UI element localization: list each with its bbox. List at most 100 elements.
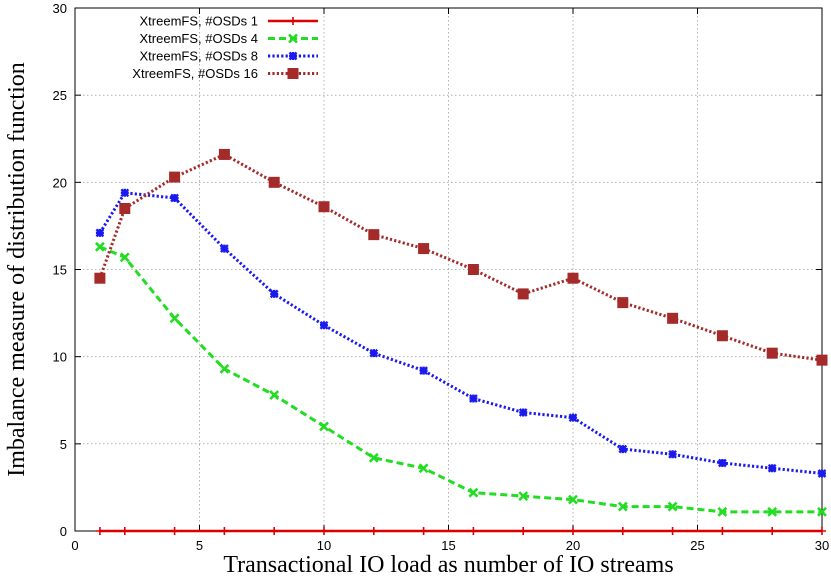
data-point <box>119 202 131 214</box>
x-tick-label: 30 <box>815 538 829 553</box>
series-line <box>99 245 822 514</box>
data-point <box>467 264 479 275</box>
gridlines <box>75 8 822 531</box>
axis-ticks: 0 5 10 15 20 25 30 0 5 10 15 20 25 30 <box>53 1 830 553</box>
x-axis-label: Transactional IO load as number of IO st… <box>223 552 673 578</box>
data-point <box>270 527 279 535</box>
data-point <box>319 421 329 432</box>
y-tick-label: 10 <box>53 350 67 365</box>
legend-swatch-marker <box>287 68 299 79</box>
data-point <box>767 506 778 517</box>
data-point <box>369 527 378 535</box>
y-tick-label: 5 <box>60 437 67 452</box>
data-point <box>419 366 428 375</box>
data-point <box>667 501 678 512</box>
data-point <box>419 527 428 535</box>
data-point <box>220 527 229 535</box>
data-point <box>368 452 379 463</box>
y-tick-label: 15 <box>53 263 67 278</box>
data-point <box>418 243 430 255</box>
data-point <box>95 228 105 238</box>
data-point <box>468 487 479 498</box>
data-point <box>718 458 727 468</box>
data-point <box>568 494 578 505</box>
series-4 <box>94 148 828 366</box>
data-point <box>767 463 777 473</box>
data-point <box>618 527 627 535</box>
data-point <box>469 394 478 403</box>
series-3 <box>95 188 827 478</box>
data-point <box>368 229 380 241</box>
y-tick-label: 30 <box>53 1 67 16</box>
data-point <box>120 188 130 198</box>
series-2 <box>94 241 827 517</box>
data-point <box>718 527 727 535</box>
data-point <box>119 252 130 263</box>
data-point <box>517 288 529 300</box>
data-point <box>120 527 129 535</box>
data-point <box>268 176 280 188</box>
legend-label: XtreemFS, #OSDs 16 <box>132 66 258 81</box>
data-point <box>518 491 529 502</box>
data-point <box>170 527 179 535</box>
data-point <box>218 148 230 160</box>
x-tick-label: 20 <box>566 538 580 553</box>
data-point <box>569 527 577 535</box>
legend-swatch-marker <box>288 33 298 44</box>
data-point <box>617 501 628 512</box>
data-point <box>269 390 280 400</box>
series-line <box>98 191 823 475</box>
data-point <box>617 297 629 309</box>
data-point <box>170 193 179 203</box>
data-point <box>568 413 578 423</box>
legend-label: XtreemFS, #OSDs 4 <box>140 31 258 46</box>
data-point <box>219 363 230 374</box>
data-point <box>469 527 478 535</box>
y-tick-label: 0 <box>60 524 67 539</box>
legend-label: XtreemFS, #OSDs 8 <box>140 49 258 64</box>
x-tick-label: 10 <box>317 538 331 553</box>
data-point <box>716 330 728 342</box>
data-point <box>618 444 628 454</box>
data-point <box>768 527 777 535</box>
data-point <box>668 449 677 459</box>
x-tick-label: 0 <box>71 538 78 553</box>
data-point <box>817 469 827 478</box>
y-axis-label: Imbalance measure of distribution functi… <box>4 62 30 477</box>
data-point <box>668 527 677 535</box>
series-1 <box>95 527 826 535</box>
data-point <box>418 463 429 474</box>
legend-swatch-marker <box>289 17 297 25</box>
data-point <box>169 313 180 324</box>
data-point <box>817 506 827 517</box>
data-point <box>318 201 330 213</box>
data-point <box>766 347 778 359</box>
x-tick-label: 5 <box>196 538 203 553</box>
data-point <box>94 241 105 252</box>
data-point <box>220 244 229 253</box>
data-point <box>319 320 329 330</box>
data-point <box>818 527 826 535</box>
y-tick-label: 25 <box>53 88 67 103</box>
data-point <box>519 527 528 535</box>
legend-swatch-marker <box>288 51 298 61</box>
data-point <box>369 348 379 358</box>
data-point <box>169 171 181 183</box>
x-tick-label: 15 <box>441 538 455 553</box>
data-point <box>667 312 679 324</box>
y-tick-label: 20 <box>53 175 67 190</box>
series-group <box>94 148 828 535</box>
legend: XtreemFS, #OSDs 1 XtreemFS, #OSDs 4 Xtreem… <box>132 14 318 81</box>
data-point <box>269 289 279 299</box>
data-point <box>567 272 579 284</box>
x-tick-label: 25 <box>690 538 704 553</box>
data-point <box>717 506 728 517</box>
data-point <box>95 527 104 535</box>
data-point <box>320 527 328 535</box>
legend-label: XtreemFS, #OSDs 1 <box>140 14 258 29</box>
series-line <box>98 152 823 362</box>
data-point <box>94 272 106 284</box>
data-point <box>816 354 828 366</box>
data-point <box>518 408 528 417</box>
